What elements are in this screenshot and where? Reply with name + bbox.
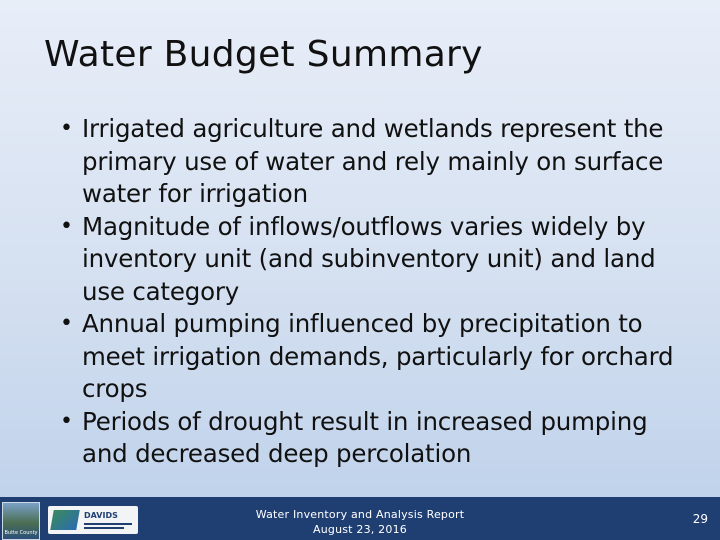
bullet-icon: •: [60, 213, 73, 239]
bullet-text: Irrigated agriculture and wetlands repre…: [82, 114, 664, 208]
davids-logo: DAVIDS: [48, 506, 138, 534]
bullet-text: Magnitude of inflows/outflows varies wid…: [82, 211, 656, 306]
butte-county-logo-label: Butte County: [4, 530, 38, 536]
bullet-item: • Irrigated agriculture and wetlands rep…: [60, 113, 700, 211]
bullet-text: Annual pumping influenced by precipitati…: [82, 309, 674, 403]
footer-report-info: Water Inventory and Analysis Report Augu…: [230, 507, 490, 537]
davids-logo-divider: [84, 527, 124, 529]
bullet-item: • Magnitude of inflows/outflows varies w…: [60, 211, 700, 309]
footer-date: August 23, 2016: [313, 523, 407, 536]
footer-report-name: Water Inventory and Analysis Report: [255, 508, 465, 521]
butte-county-logo: Butte County: [2, 502, 40, 540]
page-number: 29: [692, 512, 708, 526]
bullet-icon: •: [60, 408, 73, 434]
slide-title: Water Budget Summary: [44, 34, 483, 75]
davids-logo-text: DAVIDS: [84, 511, 118, 520]
davids-logo-mark-icon: [50, 510, 80, 530]
davids-logo-divider: [84, 523, 132, 525]
bullet-item: • Annual pumping influenced by precipita…: [60, 308, 700, 406]
bullet-icon: •: [60, 116, 73, 141]
bullet-item: • Periods of drought result in increased…: [60, 406, 700, 471]
bullet-text: Periods of drought result in increased p…: [82, 406, 648, 469]
bullet-icon: •: [60, 311, 73, 336]
bullet-list: • Irrigated agriculture and wetlands rep…: [60, 113, 700, 471]
